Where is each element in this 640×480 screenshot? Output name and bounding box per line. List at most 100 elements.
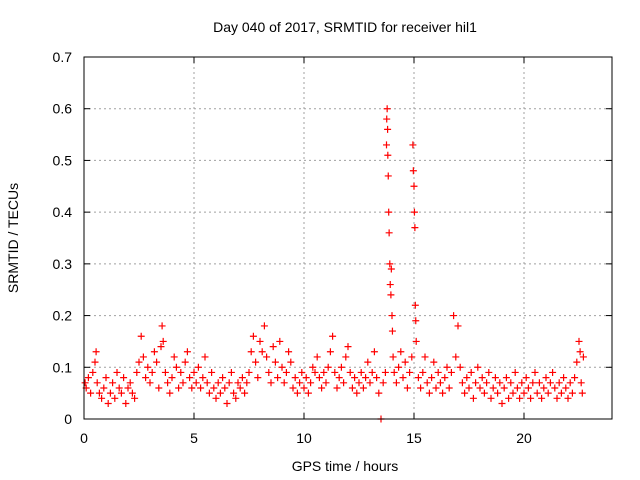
data-point (456, 363, 464, 371)
data-point (505, 394, 513, 402)
data-point (474, 363, 482, 371)
data-point (258, 348, 266, 356)
data-point (395, 363, 403, 371)
data-point (411, 224, 419, 232)
data-point (333, 384, 341, 392)
data-point (401, 358, 409, 366)
data-point (276, 337, 284, 345)
data-point (342, 353, 350, 361)
data-point (375, 389, 383, 397)
y-tick-label: 0.6 (53, 101, 73, 117)
data-point (102, 374, 110, 382)
data-point (507, 379, 515, 387)
data-point (409, 141, 417, 149)
y-tick-label: 0.7 (53, 49, 73, 65)
data-point (555, 379, 563, 387)
data-point (158, 322, 166, 330)
data-point (388, 312, 396, 320)
data-point (564, 394, 572, 402)
data-point (485, 368, 493, 376)
data-point (445, 384, 453, 392)
data-point (439, 389, 447, 397)
data-point (335, 374, 343, 382)
data-point (452, 353, 460, 361)
data-point (139, 353, 147, 361)
data-point (92, 348, 100, 356)
data-point (408, 353, 416, 361)
data-point (91, 358, 99, 366)
data-point (95, 389, 103, 397)
data-point (500, 384, 508, 392)
data-point (389, 353, 397, 361)
data-point (302, 374, 310, 382)
data-points (81, 105, 587, 423)
data-point (562, 384, 570, 392)
data-point (461, 389, 469, 397)
data-point (161, 368, 169, 376)
data-point (128, 389, 136, 397)
data-point (320, 368, 328, 376)
data-point (232, 394, 240, 402)
data-point (549, 368, 557, 376)
data-point (289, 384, 297, 392)
data-point (197, 384, 205, 392)
data-point (337, 363, 345, 371)
data-point (300, 384, 308, 392)
data-point (478, 374, 486, 382)
data-point (137, 332, 145, 340)
data-point (387, 291, 395, 299)
data-point (465, 384, 473, 392)
y-tick-label: 0.5 (53, 152, 73, 168)
data-point (177, 368, 185, 376)
data-point (135, 358, 143, 366)
data-point (524, 384, 532, 392)
data-point (157, 343, 165, 351)
data-point (183, 348, 191, 356)
y-tick-label: 0.3 (53, 256, 73, 272)
data-point (113, 368, 121, 376)
data-point (285, 348, 293, 356)
y-tick-label: 0.4 (53, 204, 73, 220)
data-point (230, 389, 238, 397)
x-tick-label: 10 (296, 430, 312, 446)
data-point (411, 301, 419, 309)
data-point (383, 115, 391, 123)
data-point (388, 327, 396, 335)
data-point (89, 368, 97, 376)
data-point (351, 374, 359, 382)
data-point (243, 379, 251, 387)
data-point (522, 374, 530, 382)
y-tick-label: 0.2 (53, 308, 73, 324)
y-tick-label: 0.1 (53, 359, 73, 375)
data-point (348, 384, 356, 392)
data-point (164, 379, 172, 387)
data-point (115, 384, 123, 392)
data-point (436, 379, 444, 387)
x-tick-label: 0 (80, 430, 88, 446)
data-point (331, 368, 339, 376)
data-point (419, 368, 427, 376)
data-point (568, 389, 576, 397)
data-point (487, 394, 495, 402)
data-point (181, 358, 189, 366)
data-point (502, 374, 510, 382)
x-tick-label: 5 (190, 430, 198, 446)
data-point (392, 379, 400, 387)
data-point (443, 363, 451, 371)
data-point (249, 332, 257, 340)
data-point (159, 337, 167, 345)
data-point (188, 384, 196, 392)
data-point (280, 379, 288, 387)
data-point (483, 379, 491, 387)
data-point (109, 379, 117, 387)
data-point (98, 394, 106, 402)
data-point (384, 125, 392, 133)
data-point (425, 389, 433, 397)
data-point (298, 368, 306, 376)
data-point (225, 379, 233, 387)
data-point (357, 368, 365, 376)
data-point (403, 384, 411, 392)
data-point (170, 353, 178, 361)
